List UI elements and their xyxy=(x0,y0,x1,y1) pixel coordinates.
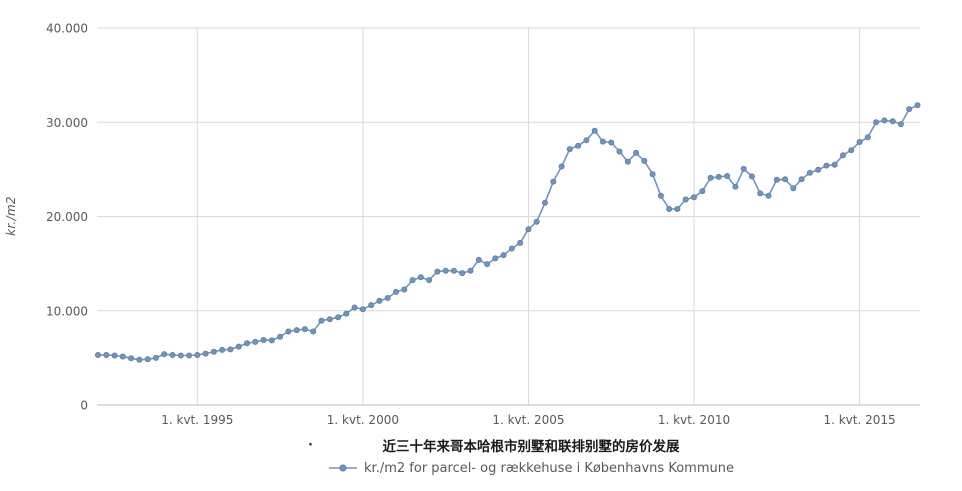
x-tick-label: 1. kvt. 2015 xyxy=(823,413,895,427)
stray-dot: · xyxy=(308,438,313,453)
y-tick-label: 30.000 xyxy=(46,116,88,130)
y-axis-title: kr./m2 xyxy=(4,196,18,236)
legend-line-marker-icon xyxy=(329,464,358,472)
x-tick-label: 1. kvt. 1995 xyxy=(161,413,233,427)
gridlines xyxy=(97,27,920,405)
y-tick-label: 10.000 xyxy=(46,304,88,318)
price-series-line xyxy=(97,104,919,361)
y-tick-label: 20.000 xyxy=(46,210,88,224)
y-tick-label: 40.000 xyxy=(46,22,88,36)
x-tick-label: 1. kvt. 2010 xyxy=(658,413,730,427)
x-axis-tick-labels: 1. kvt. 1995 1. kvt. 2000 1. kvt. 2005 1. k… xyxy=(161,413,895,427)
y-tick-label: 0 xyxy=(80,399,88,413)
x-tick-label: 1. kvt. 2000 xyxy=(327,413,399,427)
price-series-markers xyxy=(95,102,921,363)
chart-title: 近三十年来哥本哈根市别墅和联排别墅的房价发展 xyxy=(382,439,680,455)
x-tick-label: 1. kvt. 2005 xyxy=(492,413,564,427)
legend: kr./m2 for parcel- og rækkehuse i Københ… xyxy=(100,458,962,478)
legend-label: kr./m2 for parcel- og rækkehuse i Københ… xyxy=(364,460,734,476)
y-axis-tick-labels: 0 10.000 20.000 30.000 40.000 xyxy=(46,22,88,413)
